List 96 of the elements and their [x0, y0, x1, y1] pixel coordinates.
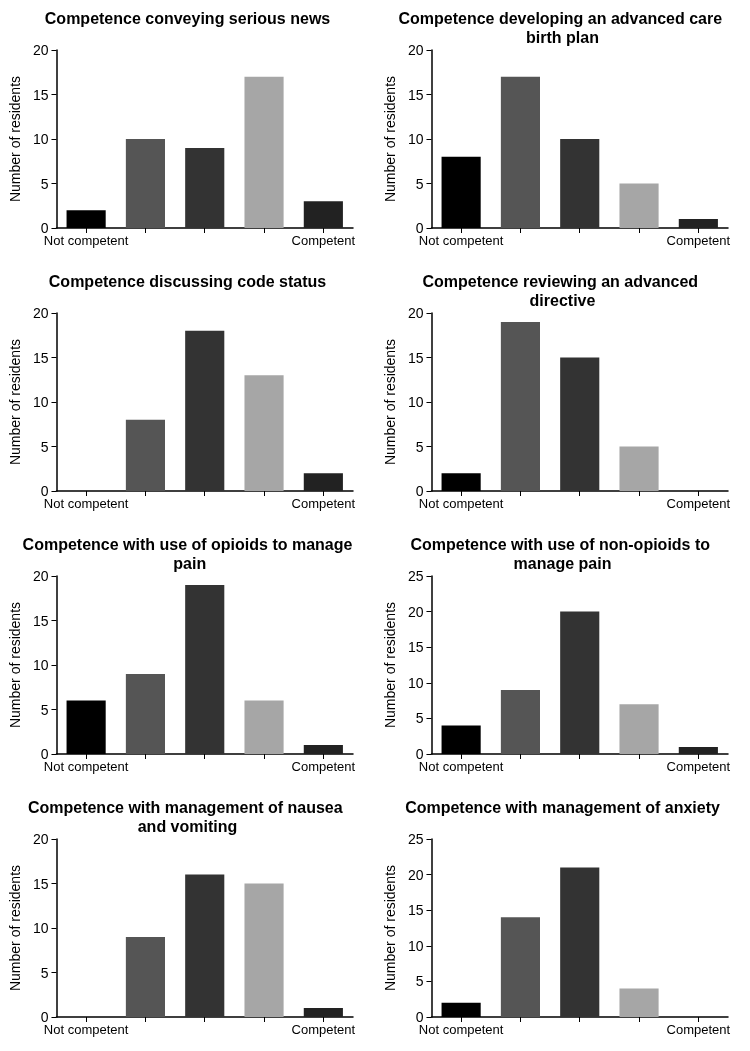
y-axis-title: Number of residents	[7, 601, 23, 729]
y-tick-label: 0	[40, 1009, 49, 1025]
y-tick-label: 15	[32, 612, 49, 629]
y-tick-label: 25	[407, 831, 424, 847]
y-tick-label: 0	[40, 483, 49, 499]
y-tick-label: 5	[40, 175, 49, 192]
x-tick-label: Not competent	[43, 759, 129, 774]
x-tick-label: Not competent	[43, 233, 129, 248]
y-tick-label: 20	[407, 305, 424, 321]
x-tick-label: Not competent	[418, 759, 504, 774]
x-tick-label: Not competent	[43, 1022, 129, 1037]
bar	[500, 689, 540, 754]
bar	[619, 183, 659, 228]
bar	[125, 673, 165, 754]
x-tick-label: Competent	[291, 496, 356, 511]
x-tick-label: Competent	[666, 759, 731, 774]
chart-title: Competence conveying serious news	[44, 10, 331, 27]
bar	[244, 883, 284, 1017]
x-tick-label: Competent	[666, 496, 731, 511]
y-tick-label: 5	[40, 438, 49, 455]
y-tick-label: 5	[415, 973, 424, 990]
bar	[678, 746, 718, 754]
bar	[619, 704, 659, 754]
bar	[244, 700, 284, 754]
bar	[303, 473, 343, 491]
bar	[125, 419, 165, 491]
chart-title: Competence discussing code status	[48, 273, 327, 290]
bar	[678, 219, 718, 228]
bar	[619, 988, 659, 1017]
y-tick-label: 5	[415, 710, 424, 727]
y-tick-label: 5	[40, 964, 49, 981]
bar	[500, 321, 540, 491]
x-tick-label: Not competent	[43, 496, 129, 511]
x-tick-label: Competent	[291, 759, 356, 774]
y-tick-label: 15	[407, 639, 424, 656]
y-axis-title: Number of residents	[7, 338, 23, 466]
bar	[303, 1008, 343, 1017]
bar	[125, 139, 165, 228]
y-tick-label: 10	[407, 674, 424, 691]
y-tick-label: 10	[32, 657, 49, 673]
x-tick-label: Competent	[291, 1022, 356, 1037]
y-axis-title: Number of residents	[382, 601, 398, 729]
bar	[560, 867, 600, 1017]
y-tick-label: 0	[415, 220, 424, 236]
bar	[619, 446, 659, 491]
bar	[303, 201, 343, 228]
y-tick-label: 0	[415, 483, 424, 499]
bar	[500, 917, 540, 1017]
y-tick-label: 20	[32, 42, 49, 58]
y-axis-title: Number of residents	[7, 864, 23, 992]
bar	[303, 745, 343, 754]
y-axis-title: Number of residents	[382, 338, 398, 466]
y-tick-label: 5	[40, 701, 49, 718]
bar	[244, 76, 284, 228]
x-tick-label: Competent	[666, 1022, 731, 1037]
y-tick-label: 0	[40, 220, 49, 236]
y-tick-label: 20	[32, 305, 49, 321]
y-tick-label: 0	[415, 746, 424, 762]
chart-title: Competence reviewing an advanced directive	[422, 273, 703, 309]
y-tick-label: 0	[40, 746, 49, 762]
y-tick-label: 10	[407, 394, 424, 410]
x-tick-label: Not competent	[418, 496, 504, 511]
y-tick-label: 15	[407, 902, 424, 919]
y-tick-label: 10	[32, 394, 49, 410]
y-tick-label: 20	[407, 866, 424, 883]
bar	[185, 330, 225, 491]
y-axis-title: Number of residents	[382, 75, 398, 203]
y-axis-title: Number of residents	[382, 864, 398, 992]
bar	[185, 147, 225, 228]
y-tick-label: 10	[407, 131, 424, 147]
y-tick-label: 15	[32, 349, 49, 366]
y-tick-label: 5	[415, 175, 424, 192]
y-tick-label: 0	[415, 1009, 424, 1025]
y-tick-label: 20	[407, 603, 424, 620]
y-tick-label: 5	[415, 438, 424, 455]
bar	[560, 357, 600, 491]
bar	[560, 611, 600, 754]
bar	[560, 139, 600, 228]
y-tick-label: 10	[32, 920, 49, 936]
x-tick-label: Competent	[291, 233, 356, 248]
bar	[125, 936, 165, 1017]
y-tick-label: 10	[32, 131, 49, 147]
x-tick-label: Competent	[666, 233, 731, 248]
bar	[500, 76, 540, 228]
bar	[244, 375, 284, 491]
x-tick-label: Not competent	[418, 233, 504, 248]
y-axis-title: Number of residents	[7, 75, 23, 203]
y-tick-label: 15	[407, 349, 424, 366]
y-tick-label: 15	[32, 86, 49, 103]
bar	[185, 584, 225, 754]
y-tick-label: 10	[407, 937, 424, 954]
bar	[185, 874, 225, 1017]
y-tick-label: 15	[32, 875, 49, 892]
y-tick-label: 15	[407, 86, 424, 103]
x-tick-label: Not competent	[418, 1022, 504, 1037]
chart-title: Competence with management of anxiety	[405, 799, 720, 816]
